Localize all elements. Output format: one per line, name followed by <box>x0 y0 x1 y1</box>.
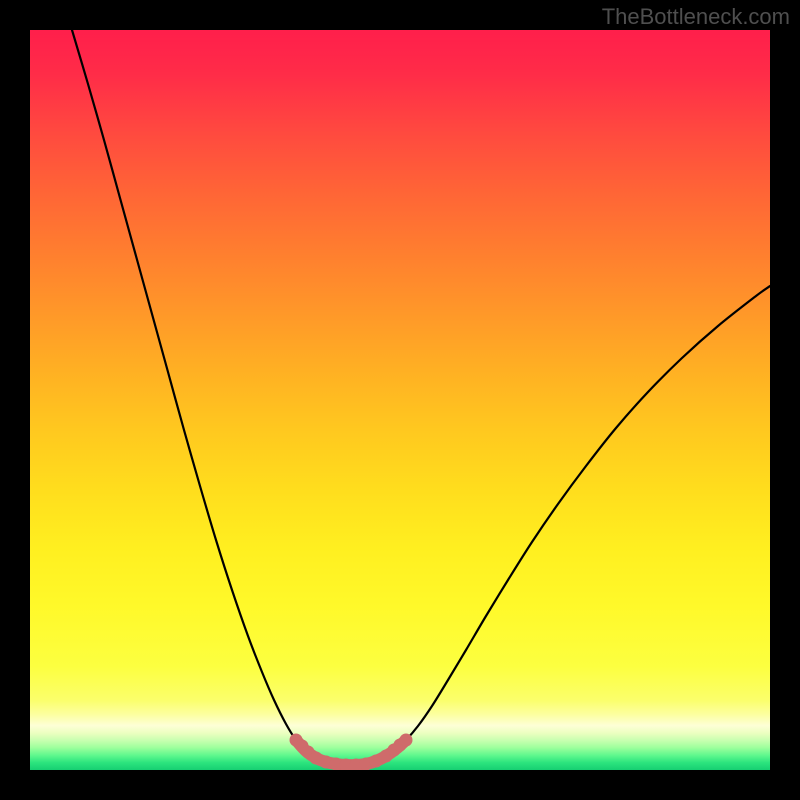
chart-stage: TheBottleneck.com <box>0 0 800 800</box>
chart-svg <box>0 0 800 800</box>
gradient-background <box>30 30 770 770</box>
watermark-text: TheBottleneck.com <box>602 4 790 30</box>
valley-highlight-bead <box>400 734 413 747</box>
